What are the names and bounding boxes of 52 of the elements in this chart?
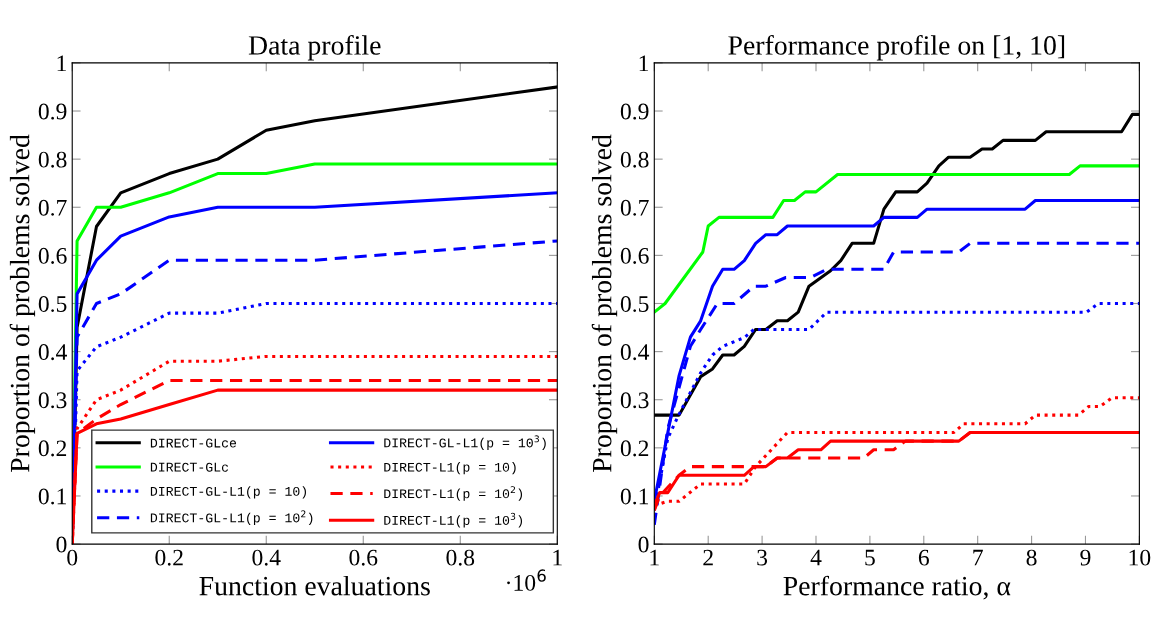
x-tick-label: 8 xyxy=(1026,549,1037,566)
chart-title: Data profile xyxy=(248,35,381,61)
y-tick-label: 1 xyxy=(57,55,66,72)
y-tick-label: 0.6 xyxy=(620,247,649,264)
y-axis-title: Proportion of problems solved xyxy=(9,134,36,473)
y-tick-label: 0.3 xyxy=(620,392,649,409)
x-tick-label: 7 xyxy=(973,549,983,566)
y-tick-label: 0 xyxy=(56,536,67,553)
x-tick-label: 0.2 xyxy=(155,549,183,566)
x-tick-label: 10 xyxy=(1129,549,1151,566)
y-tick-label: 0 xyxy=(638,536,649,553)
x-tick-label: 0.6 xyxy=(349,549,378,566)
y-tick-label: 0.1 xyxy=(38,488,66,505)
x-tick-label: 6 xyxy=(918,549,929,566)
y-tick-label: 0.9 xyxy=(38,103,67,120)
y-tick-label: 0.5 xyxy=(38,295,67,313)
y-tick-label: 0.6 xyxy=(38,247,67,264)
x-tick-label: 3 xyxy=(757,549,768,566)
y-tick-label: 1 xyxy=(639,55,649,72)
legend-label: DIRECT-GL-L1(p = 10$^{3}$) xyxy=(384,435,546,451)
y-tick-label: 0.9 xyxy=(620,103,649,120)
y-tick-label: 0.1 xyxy=(620,488,649,505)
legend-label: DIRECT-L1(p = 10) xyxy=(384,462,516,475)
x-tick-label: 0.4 xyxy=(252,549,281,566)
legend-label: DIRECT-GL-L1(p = 10$^{2}$) xyxy=(150,510,313,525)
y-tick-label: 0.8 xyxy=(38,151,67,168)
legend-label: DIRECT-GLc xyxy=(150,462,229,472)
y-tick-label: 0.2 xyxy=(38,440,67,457)
x-axis-title: Performance ratio, α xyxy=(783,575,1011,600)
y-tick-label: 0.7 xyxy=(620,199,649,216)
y-tick-label: 0.2 xyxy=(620,440,649,457)
y-axis-title: Proportion of problems solved xyxy=(591,134,618,473)
legend-label: DIRECT-GLce xyxy=(150,438,237,448)
y-tick-label: 0.8 xyxy=(620,151,649,168)
x-tick-label: 0.8 xyxy=(446,549,475,566)
legend-label: DIRECT-L1(p = 10$^{2}$) xyxy=(384,486,523,501)
text: ·10$^{6}$ xyxy=(507,569,546,591)
y-tick-label: 0.4 xyxy=(620,344,650,361)
x-tick-label: 5 xyxy=(865,549,875,566)
y-tick-label: 0.7 xyxy=(38,199,67,216)
legend-label: DIRECT-GL-L1(p = 10) xyxy=(150,486,306,499)
x-tick-label: 4 xyxy=(810,549,822,566)
x-tick-label: 2 xyxy=(703,549,713,566)
y-tick-label: 0.4 xyxy=(38,344,67,361)
chart-title: Performance profile on [1, 10] xyxy=(728,35,1065,61)
x-axis-title: Function evaluations xyxy=(199,575,430,596)
legend-label: DIRECT-L1(p = 10$^{3}$) xyxy=(384,512,523,528)
y-tick-label: 0.3 xyxy=(38,392,67,409)
y-tick-label: 0.5 xyxy=(620,295,649,313)
x-tick-label: 1 xyxy=(553,549,562,566)
x-tick-label: 0 xyxy=(67,549,78,566)
x-tick-label: 9 xyxy=(1080,549,1091,566)
